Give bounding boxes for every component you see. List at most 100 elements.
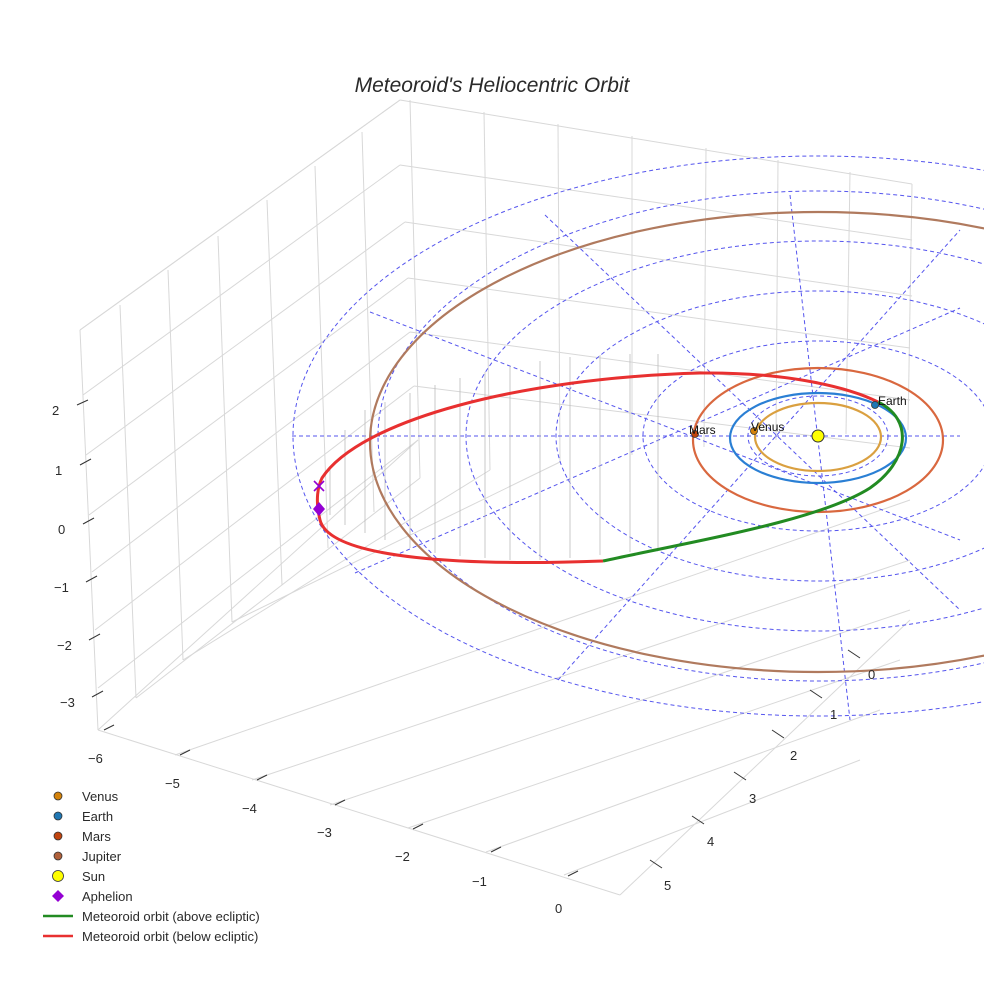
x-tick-label: −3 <box>317 825 332 840</box>
grid-line <box>251 559 911 781</box>
ecliptic-ring <box>555 290 984 582</box>
orbit-drop-lines <box>329 354 659 560</box>
legend-label: Meteoroid orbit (below ecliptic) <box>82 928 259 944</box>
grid-line <box>399 99 913 185</box>
planet-label-venus: Venus <box>751 420 784 434</box>
sun-marker[interactable] <box>811 429 825 443</box>
legend-label: Mars <box>82 828 111 844</box>
grid-line <box>619 619 911 896</box>
grid-line <box>79 329 99 731</box>
legend-item[interactable]: Meteoroid orbit (below ecliptic) <box>40 926 260 946</box>
grid-line <box>79 99 401 331</box>
grid-line <box>167 269 184 661</box>
legend-item[interactable]: Jupiter <box>40 846 260 866</box>
z-axis <box>76 399 104 698</box>
x-tick-label: −2 <box>395 849 410 864</box>
venus-orbit <box>753 401 883 473</box>
grid-line <box>413 385 911 449</box>
grid-line <box>399 164 913 241</box>
grid-line <box>907 183 913 431</box>
planet-label-mars: Mars <box>689 423 716 437</box>
ecliptic-ring <box>292 155 984 717</box>
grid-line <box>407 277 911 349</box>
legend-label: Venus <box>82 788 119 804</box>
legend-label: Sun <box>82 868 106 884</box>
legend-item[interactable]: Aphelion <box>40 886 260 906</box>
grid-line <box>407 659 901 829</box>
grid-line <box>563 759 861 876</box>
legend-label: Jupiter <box>82 848 122 864</box>
z-tick-label: −2 <box>57 638 72 653</box>
legend-circle-icon <box>40 786 76 806</box>
x-tick-label: −6 <box>88 751 103 766</box>
grid-line <box>217 235 233 623</box>
z-tick-label: −1 <box>54 580 69 595</box>
grid-line <box>483 111 491 471</box>
grid-line <box>85 221 406 456</box>
legend-circle-icon <box>40 806 76 826</box>
legend: Venus Earth Mars Jupiter Sun Aphelion Meteoroi… <box>40 786 260 946</box>
grid-line <box>775 159 779 441</box>
ecliptic-spoke <box>354 307 961 574</box>
ecliptic-spoke <box>789 194 851 721</box>
grid-line <box>329 609 911 806</box>
grid-line <box>557 123 561 463</box>
legend-line-icon <box>40 926 76 946</box>
legend-label: Aphelion <box>82 888 133 904</box>
chart-title: Meteoroid's Heliocentric Orbit <box>354 74 630 97</box>
x-axis <box>103 724 579 877</box>
earth-marker[interactable] <box>871 401 879 409</box>
legend-line-icon <box>40 906 76 926</box>
grid-line <box>119 304 137 699</box>
grid-line <box>97 439 419 731</box>
grid-line <box>97 729 621 896</box>
ecliptic-reference-grid <box>292 155 984 721</box>
legend-circle-icon <box>40 866 76 886</box>
y-tick-label: 1 <box>830 707 837 722</box>
grid-line <box>91 331 411 573</box>
venus-marker[interactable] <box>750 427 758 435</box>
grid-line <box>182 469 491 661</box>
planet-orbits <box>369 210 984 674</box>
z-tick-label: 1 <box>55 463 62 478</box>
aphelion-marker[interactable] <box>313 502 325 516</box>
mars-marker[interactable] <box>691 430 699 438</box>
ecliptic-spoke <box>557 229 961 681</box>
grid-line <box>135 477 421 699</box>
ecliptic-ring <box>465 240 984 632</box>
x-tick-label: −1 <box>472 874 487 889</box>
meteoroid-orbit-above-ecliptic <box>602 400 904 563</box>
grid-line <box>361 131 375 513</box>
z-tick-label: 2 <box>52 403 59 418</box>
legend-item[interactable]: Earth <box>40 806 260 826</box>
meteoroid-orbit-below-ecliptic <box>315 371 879 564</box>
meteoroid-orbit <box>315 371 904 564</box>
jupiter-orbit <box>369 210 984 674</box>
z-tick-label: 0 <box>58 522 65 537</box>
grid-line <box>266 199 283 586</box>
legend-item[interactable]: Sun <box>40 866 260 886</box>
z-tick-label: −3 <box>60 695 75 710</box>
legend-diamond-icon <box>40 886 76 906</box>
planet-label-earth: Earth <box>878 394 907 408</box>
legend-item[interactable]: Mars <box>40 826 260 846</box>
legend-circle-icon <box>40 826 76 846</box>
y-tick-label: 2 <box>790 748 797 763</box>
grid-line <box>409 331 911 401</box>
legend-item[interactable]: Meteoroid orbit (above ecliptic) <box>40 906 260 926</box>
grid-line <box>314 165 329 549</box>
grid-line <box>231 461 561 623</box>
legend-item[interactable]: Venus <box>40 786 260 806</box>
grid-line <box>703 147 707 448</box>
x-tick-label: −4 <box>242 801 257 816</box>
grid-line <box>88 277 409 516</box>
ecliptic-ring <box>377 190 984 682</box>
y-tick-label: 4 <box>707 834 714 849</box>
grid-line <box>174 499 911 756</box>
y-tick-label: 3 <box>749 791 756 806</box>
ecliptic-spoke <box>369 311 961 541</box>
y-axis <box>649 649 861 869</box>
grid-line <box>404 221 913 297</box>
grid-line <box>94 385 415 631</box>
